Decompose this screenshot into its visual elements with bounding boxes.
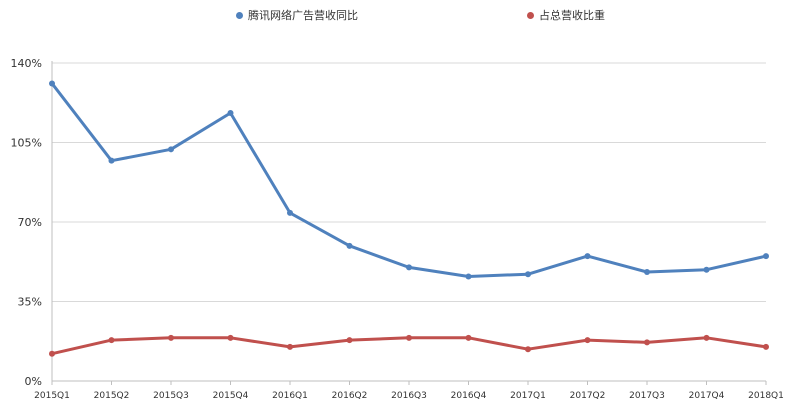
data-point-s1: [346, 337, 353, 344]
x-tick-label: 2015Q1: [34, 391, 70, 401]
data-point-s0: [287, 209, 293, 216]
data-point-s1: [287, 343, 293, 350]
data-point-s0: [227, 109, 234, 116]
data-point-s1: [703, 334, 710, 341]
x-tick-label: 2016Q4: [451, 391, 487, 401]
data-point-s0: [108, 157, 115, 164]
x-tick-label: 2015Q4: [213, 391, 249, 401]
x-tick-label: 2018Q1: [748, 391, 784, 401]
data-point-s1: [644, 339, 650, 346]
y-tick-label: 0%: [25, 375, 42, 388]
data-point-s1: [465, 334, 472, 341]
data-point-s0: [465, 273, 472, 280]
x-tick-label: 2016Q3: [391, 391, 427, 401]
legend: 腾讯网络广告营收同比 占总营收比重: [0, 5, 789, 25]
x-tick-label: 2015Q2: [94, 391, 130, 401]
x-tick-label: 2017Q1: [510, 391, 546, 401]
x-tick-label: 2017Q4: [689, 391, 725, 401]
x-tick-label: 2016Q2: [332, 391, 368, 401]
data-point-s1: [227, 334, 234, 341]
data-point-s0: [406, 264, 412, 271]
legend-item-revenue-share: 占总营收比重: [527, 7, 605, 23]
x-tick-label: 2016Q1: [272, 391, 308, 401]
data-point-s1: [108, 337, 115, 344]
data-point-s1: [49, 350, 55, 357]
x-tick-label: 2015Q3: [153, 391, 189, 401]
data-point-s0: [525, 271, 531, 278]
y-tick-label: 70%: [18, 216, 42, 229]
legend-label: 占总营收比重: [539, 9, 605, 22]
data-point-s0: [346, 242, 353, 249]
data-point-s1: [584, 337, 591, 344]
data-point-s0: [703, 266, 710, 273]
legend-item-ad-revenue-yoy: 腾讯网络广告营收同比: [236, 7, 358, 23]
x-tick-label: 2017Q2: [570, 391, 606, 401]
data-point-s1: [168, 334, 174, 341]
y-tick-label: 105%: [11, 137, 42, 150]
x-tick-label: 2017Q3: [629, 391, 665, 401]
data-point-s0: [168, 146, 174, 153]
data-point-s0: [763, 253, 769, 260]
data-point-s0: [49, 80, 55, 87]
series-line-0: [50, 81, 768, 278]
legend-marker-icon: [236, 11, 243, 19]
legend-label: 腾讯网络广告营收同比: [248, 9, 358, 22]
y-tick-label: 140%: [11, 57, 42, 70]
data-point-s1: [525, 346, 531, 353]
data-point-s0: [584, 253, 591, 260]
data-point-s1: [763, 343, 769, 350]
data-point-s0: [644, 268, 650, 275]
data-point-s1: [406, 334, 412, 341]
legend-marker-icon: [527, 11, 534, 19]
y-tick-label: 35%: [18, 296, 42, 309]
